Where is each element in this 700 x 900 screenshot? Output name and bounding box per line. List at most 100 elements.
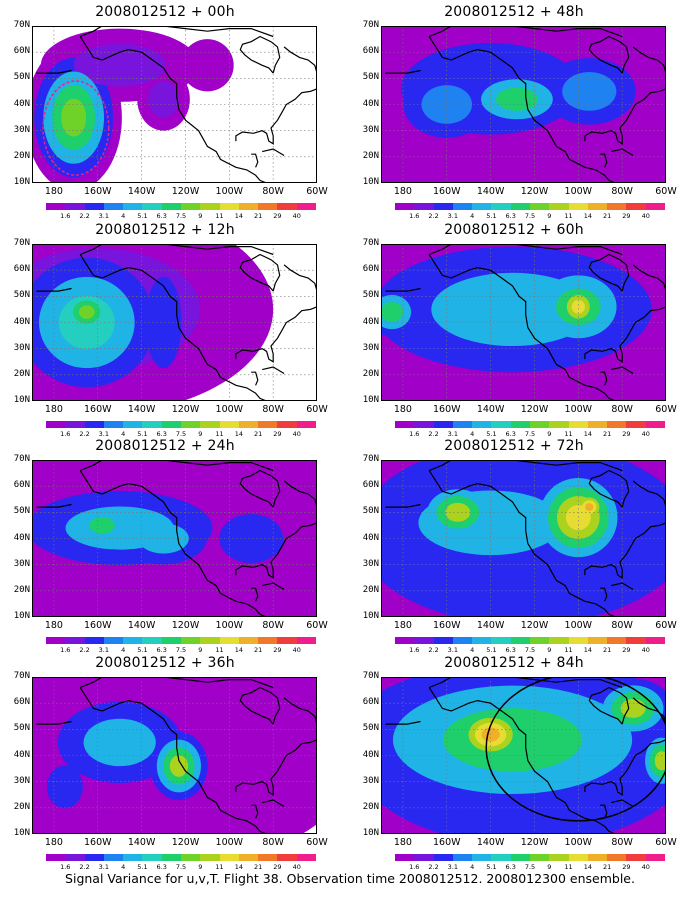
coastline xyxy=(251,371,259,386)
colorbar-swatch xyxy=(645,637,665,644)
longitude-label: 160W xyxy=(433,404,461,415)
latitude-label: 70N xyxy=(362,20,379,30)
colorbar-tick-label: 21 xyxy=(603,646,612,654)
colorbar-tick-label: 3.1 xyxy=(447,430,459,438)
colorbar-swatch xyxy=(549,203,569,210)
longitude-label: 100W xyxy=(215,404,244,415)
colorbar-tick-label: 2.2 xyxy=(79,863,90,871)
coastline xyxy=(251,804,259,819)
colorbar-labels: 1.6 2.2 3.1 4 5.1 6.3 7.5 9 11 14 21 29 40 xyxy=(40,430,322,440)
colorbar-tick-label: 21 xyxy=(603,863,612,871)
latitude-label: 70N xyxy=(13,454,30,464)
colorbar-tick-label: 29 xyxy=(622,863,631,871)
longitude-label: 180 xyxy=(44,404,63,415)
colorbar-tick-label: 1.6 xyxy=(60,212,71,220)
colorbar-tick-label: 5.1 xyxy=(486,212,497,220)
colorbar-swatch xyxy=(161,421,181,428)
colorbar-swatch xyxy=(123,203,143,210)
colorbar xyxy=(395,854,665,861)
colorbar-tick-label: 1.6 xyxy=(60,646,71,654)
coastline xyxy=(79,26,274,38)
longitude-label: 140W xyxy=(476,404,505,415)
colorbar-swatch xyxy=(510,203,530,210)
longitude-label: 120W xyxy=(520,620,549,631)
longitude-label: 120W xyxy=(520,186,549,197)
colorbar-swatch xyxy=(277,854,297,861)
colorbar-tick-label: 11 xyxy=(564,430,573,438)
colorbar-swatch xyxy=(200,637,220,644)
coastline xyxy=(600,153,608,168)
colorbar-tick-label: 21 xyxy=(254,863,263,871)
variance-contour xyxy=(585,503,594,512)
coastline xyxy=(36,503,72,508)
map-panel: 2008012512 + 36h 70N 60N 50N 40N 30N 20N 10N 180… xyxy=(0,655,330,871)
latitude-label: 30N xyxy=(13,775,30,786)
colorbar-swatch xyxy=(529,854,550,861)
coastline xyxy=(428,244,623,256)
colorbar-tick-label: 7.5 xyxy=(175,430,187,438)
colorbar-tick-label: 3.1 xyxy=(447,212,459,220)
colorbar-tick-label: 4 xyxy=(470,646,475,654)
colorbar-swatch xyxy=(161,854,181,861)
colorbar-swatch xyxy=(433,203,453,210)
coastline xyxy=(600,587,608,602)
colorbar-tick-label: 1.6 xyxy=(60,863,71,871)
coastline xyxy=(239,253,281,292)
variance-contour xyxy=(145,276,182,369)
colorbar-tick-label: 3.1 xyxy=(98,212,110,220)
longitude-label: 80W xyxy=(262,620,284,631)
latitude-label: 10N xyxy=(13,177,30,187)
latitude-label: 40N xyxy=(362,749,379,760)
colorbar-labels: 1.6 2.2 3.1 4 5.1 6.3 7.5 9 11 14 21 29 40 xyxy=(40,212,322,222)
colorbar-tick-label: 1.6 xyxy=(60,430,71,438)
colorbar-swatch xyxy=(414,854,434,861)
longitude-label: 120W xyxy=(171,404,200,415)
colorbar-swatch xyxy=(395,203,415,210)
colorbar-swatch xyxy=(180,203,201,210)
colorbar-swatch xyxy=(510,637,530,644)
colorbar-tick-label: 5.1 xyxy=(137,212,148,220)
colorbar-tick-label: 5.1 xyxy=(137,646,148,654)
colorbar-swatch xyxy=(65,854,85,861)
colorbar xyxy=(46,421,316,428)
longitude-label: 160W xyxy=(84,186,112,197)
longitude-label: 60W xyxy=(655,404,677,415)
colorbar-tick-label: 21 xyxy=(603,430,612,438)
colorbar-tick-label: 2.2 xyxy=(79,212,90,220)
colorbar-tick-label: 14 xyxy=(583,430,592,438)
colorbar-swatch xyxy=(549,637,569,644)
colorbar-tick-label: 5.1 xyxy=(486,863,497,871)
latitude-label: 30N xyxy=(362,558,379,569)
colorbar-swatch xyxy=(123,637,143,644)
coastline xyxy=(428,687,616,834)
colorbar-swatch xyxy=(626,421,646,428)
colorbar-swatch xyxy=(84,203,104,210)
longitude-label: 100W xyxy=(564,620,593,631)
colorbar-swatch xyxy=(238,421,259,428)
coastline xyxy=(588,469,630,508)
coastline xyxy=(611,799,634,808)
colorbar-tick-label: 11 xyxy=(564,646,573,654)
latitude-label: 20N xyxy=(13,150,30,161)
map-panel: 2008012512 + 72h 70N 60N 50N 40N 30N 20N 10N 180… xyxy=(349,438,679,654)
colorbar-swatch xyxy=(414,203,434,210)
coastline xyxy=(385,69,421,74)
latitude-label: 40N xyxy=(362,98,379,109)
colorbar-tick-label: 14 xyxy=(234,212,243,220)
latitude-label: 50N xyxy=(13,290,30,301)
coastline xyxy=(632,46,666,74)
variance-contour xyxy=(571,299,586,314)
longitude-label: 140W xyxy=(476,186,505,197)
variance-contour xyxy=(562,72,617,111)
colorbar-tick-label: 6.3 xyxy=(156,212,167,220)
longitude-label: 60W xyxy=(655,620,677,631)
coastline xyxy=(588,686,630,725)
colorbar-swatch xyxy=(123,854,143,861)
colorbar-swatch xyxy=(587,637,608,644)
variance-contour xyxy=(61,98,87,137)
colorbar-swatch xyxy=(645,203,665,210)
coastline xyxy=(611,148,634,157)
coastline xyxy=(239,35,281,74)
colorbar-swatch xyxy=(103,203,124,210)
colorbar-tick-label: 4 xyxy=(470,863,475,871)
